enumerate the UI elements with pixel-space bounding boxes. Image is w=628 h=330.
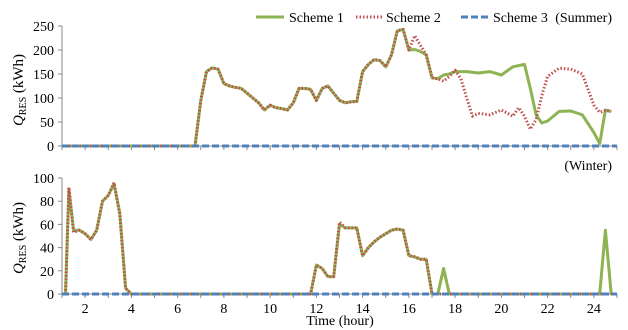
winter-y-tick-label-40: 40 [40, 242, 54, 257]
summer-series [62, 27, 617, 148]
winter-y-tick-label-80: 80 [40, 195, 54, 210]
winter-x-tick-label-12: 12 [309, 302, 323, 317]
summer-y-tick-label-250: 250 [33, 20, 54, 35]
summer-y-tick-label-200: 200 [33, 44, 54, 59]
winter-y-label-unit: (kWh) [11, 202, 27, 241]
winter-series-scheme-2 [62, 181, 617, 296]
summer-y-label-q: Q [11, 115, 27, 126]
winter-panel-label: (Winter) [564, 159, 612, 174]
winter-y-tick-label-20: 20 [40, 265, 54, 280]
winter-y-ticks: 0 20 40 60 80 100 [33, 172, 62, 303]
summer-y-label-unit: (kWh) [11, 54, 27, 93]
winter-y-label-q: Q [11, 263, 27, 274]
legend-label-scheme-2: Scheme 2 [386, 11, 441, 26]
summer-y-tick-label-0: 0 [47, 140, 54, 155]
summer-y-tick-label-150: 150 [33, 68, 54, 83]
winter-y-label-sub: RES [18, 245, 29, 263]
winter-y-tick-label-0: 0 [47, 288, 54, 303]
summer-y-tick-label-50: 50 [40, 116, 54, 131]
summer-y-axis-label: QRES (kWh) [11, 54, 29, 126]
summer-series-scheme-2 [62, 27, 612, 148]
winter-y-tick-label-100: 100 [33, 172, 54, 187]
summer-y-label-sub: RES [18, 97, 29, 115]
winter-x-tick-label-4: 4 [128, 302, 135, 317]
winter-series-scheme-1 [62, 182, 617, 296]
winter-x-tick-label-18: 18 [448, 302, 462, 317]
winter-series [62, 181, 617, 296]
winter-y-axis-label: QRES (kWh) [11, 202, 29, 274]
winter-x-tick-label-22: 22 [541, 302, 555, 317]
legend-label-scheme-3: Scheme 3 [493, 11, 548, 26]
winter-x-ticks: 2 4 6 8 10 12 14 16 18 20 22 24 [61, 294, 618, 317]
winter-x-tick-label-10: 10 [263, 302, 277, 317]
summer-panel: (Summer) 0 50 100 150 200 250 QRES (kWh) [11, 11, 618, 155]
winter-y-tick-label-60: 60 [40, 218, 54, 233]
summer-y-ticks: 0 50 100 150 200 250 [33, 20, 62, 155]
x-axis-label: Time (hour) [306, 314, 374, 329]
winter-x-tick-label-16: 16 [402, 302, 416, 317]
winter-x-tick-label-6: 6 [174, 302, 181, 317]
winter-x-tick-label-8: 8 [220, 302, 227, 317]
winter-x-tick-label-20: 20 [494, 302, 508, 317]
winter-x-tick-label-14: 14 [356, 302, 370, 317]
legend: Scheme 1 Scheme 2 Scheme 3 [256, 11, 548, 26]
summer-panel-label: (Summer) [555, 11, 612, 26]
winter-x-tick-label-2: 2 [82, 302, 89, 317]
summer-y-tick-label-100: 100 [33, 92, 54, 107]
legend-label-scheme-1: Scheme 1 [289, 11, 344, 26]
winter-x-tick-label-24: 24 [587, 302, 601, 317]
